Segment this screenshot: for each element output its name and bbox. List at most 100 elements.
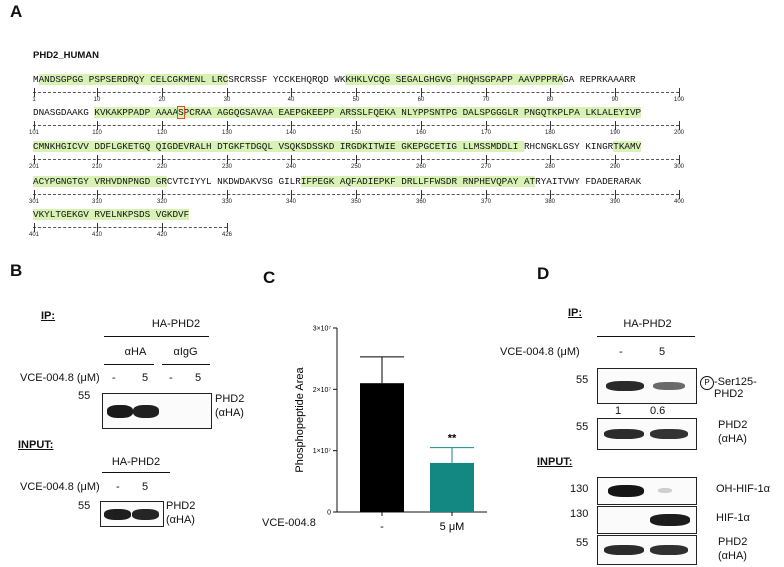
ip-label-b: IP: xyxy=(41,310,56,322)
ruler-tick-label: 240 xyxy=(285,164,297,170)
ruler-tick-label: 380 xyxy=(544,199,556,205)
ruler-tick xyxy=(486,190,487,199)
sequence-ruler: 1 10 20 30 40 50 60 70 80 90 100 xyxy=(32,88,684,106)
ruler-tick xyxy=(356,121,357,130)
band-d-ohhif-2 xyxy=(658,488,672,493)
ruler-tick-label: 260 xyxy=(415,164,427,170)
band-b-input-2 xyxy=(132,509,159,520)
ruler-tick xyxy=(421,121,422,130)
sequence-segment: ACYPGNGTGY VRHVDNPNGD GR xyxy=(33,176,167,187)
quant-d-2: 0.6 xyxy=(650,405,666,417)
dose-d-2: 5 xyxy=(659,346,666,358)
ruler-tick-label: 330 xyxy=(221,199,233,205)
ruler-tick xyxy=(291,88,292,97)
ruler-tick-label: 30 xyxy=(223,97,231,103)
panel-c-letter: C xyxy=(263,268,276,287)
ruler-tick-label: 400 xyxy=(673,199,685,205)
sequence-segment: M xyxy=(33,74,39,85)
sequence-segment: PCRAA AGGQGSAVAA EAEPGKEEPP ARSSLFQEKA N… xyxy=(183,107,642,118)
ruler-tick-label: 140 xyxy=(285,130,297,136)
ruler-tick xyxy=(356,190,357,199)
significance-marker: ** xyxy=(448,433,457,445)
dose-b-4: 5 xyxy=(195,372,202,384)
ruler-tick-label: 220 xyxy=(156,164,168,170)
input-label-d: INPUT: xyxy=(537,456,573,468)
ruler-tick xyxy=(679,88,680,97)
blot-b-input xyxy=(100,501,164,527)
ab-line-igg xyxy=(162,364,210,365)
ruler-tick xyxy=(34,88,35,97)
ruler-tick-label: 40 xyxy=(287,97,295,103)
ruler-tick-label: 110 xyxy=(92,130,102,136)
band-b-1 xyxy=(107,405,133,418)
band-b-2 xyxy=(133,405,159,418)
group-line-b xyxy=(104,336,209,337)
band-label-d-hif: HIF-1α xyxy=(716,512,750,524)
mw-d-1: 55 xyxy=(576,374,589,386)
ruler-tick xyxy=(679,155,680,164)
ruler-tick-label: 426 xyxy=(221,232,233,238)
mw-b-input: 55 xyxy=(78,500,91,512)
ruler-tick xyxy=(615,88,616,97)
ruler-tick xyxy=(162,190,163,199)
sequence-segment: CVTCIYYL NKDWDAKVSG GILR xyxy=(166,176,301,187)
sequence-segment: VKYLTGEKGV RVELNKPSDS VGKDVF xyxy=(33,209,190,220)
ruler-tick xyxy=(486,121,487,130)
ruler-tick-label: 150 xyxy=(350,130,362,136)
sequence-segment: KVKAKPPADP AAAA xyxy=(94,107,179,118)
sequence-segment: TKAMV xyxy=(613,141,642,152)
ruler-tick xyxy=(227,88,228,97)
ruler-tick xyxy=(97,121,98,130)
input-label-b: INPUT: xyxy=(18,439,54,451)
ser125-highlight-box: S xyxy=(177,106,185,119)
band-d-phd2-1 xyxy=(604,429,644,439)
x-tick-label: 5 μM xyxy=(440,521,465,533)
y-tick-label: 3×10⁷ xyxy=(313,326,332,333)
ruler-tick-label: 390 xyxy=(609,199,621,205)
input-dose-b-2: 5 xyxy=(142,481,149,493)
sequence-ruler: 301 310 320 330 340 350 360 370 380 390 400 xyxy=(29,190,684,208)
sequence-segment: GA REPRKAAARR xyxy=(563,74,636,85)
ruler-tick-label: 230 xyxy=(221,164,233,170)
ruler-tick xyxy=(550,88,551,97)
sequence-segment: SRCRSSF YCCKEHQRQD WK xyxy=(228,74,346,85)
ruler-tick-label: 70 xyxy=(482,97,490,103)
ruler-tick-label: 160 xyxy=(415,130,427,136)
ruler-tick xyxy=(615,121,616,130)
sequence-line: CMNKHGICVV DDFLGKETGQ QIGDEVRALH DTGKFTD… xyxy=(33,140,642,154)
ip-label-d: IP: xyxy=(568,307,583,319)
ruler-tick xyxy=(34,155,35,164)
ruler-tick-label: 120 xyxy=(156,130,168,136)
y-tick-label: 2×10⁷ xyxy=(313,387,332,394)
treatment-label-d: VCE-004.8 (μM) xyxy=(500,346,580,358)
ruler-tick-label: 50 xyxy=(352,97,360,103)
ruler-tick-label: 350 xyxy=(350,199,362,205)
band-label-d-phd2-input: PHD2 (αHA) xyxy=(718,536,748,562)
ruler-tick xyxy=(356,88,357,97)
sequence-ruler: 401 410 420 426 xyxy=(29,223,680,241)
ruler-tick-label: 101 xyxy=(28,130,40,136)
ruler-tick-label: 301 xyxy=(28,199,40,205)
sequence-segment: RHCNGKLGSY KINGR xyxy=(523,141,614,152)
band-d-ohhif-1 xyxy=(608,485,644,497)
y-tick-label: 0 xyxy=(327,510,331,517)
band-label-d-phd2: PHD2 (αHA) xyxy=(718,419,748,445)
ruler-tick xyxy=(34,190,35,199)
ruler-tick xyxy=(550,121,551,130)
mw-d-5: 55 xyxy=(576,537,589,549)
panel-a-letter: A xyxy=(10,2,23,21)
ruler-tick-label: 250 xyxy=(350,164,362,170)
ruler-tick-label: 1 xyxy=(32,97,36,103)
sequence-ruler: 101 110 120 130 140 150 160 170 180 190 200 xyxy=(29,121,684,139)
ruler-tick-label: 370 xyxy=(480,199,492,205)
panel-d-letter: D xyxy=(537,264,550,283)
sequence-line: VKYLTGEKGV RVELNKPSDS VGKDVF xyxy=(33,208,190,222)
blot-d-phd2-input xyxy=(597,535,697,565)
ruler-tick-label: 90 xyxy=(611,97,619,103)
bar-1 xyxy=(360,383,404,512)
blot-b-ip xyxy=(102,393,212,429)
blot-d-phd2 xyxy=(597,418,697,450)
ruler-tick xyxy=(162,155,163,164)
mw-d-4: 130 xyxy=(570,508,589,520)
ruler-tick-label: 100 xyxy=(673,97,685,103)
